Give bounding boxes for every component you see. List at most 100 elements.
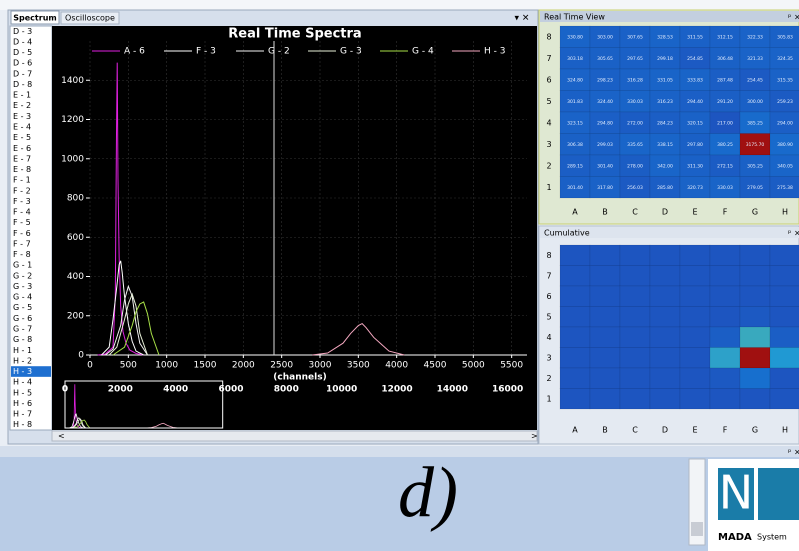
logo-mark: N bbox=[719, 466, 753, 520]
legend-label: A - 6 bbox=[124, 47, 145, 57]
heat-cell bbox=[589, 326, 621, 348]
channel-item[interactable]: F - 4 bbox=[13, 208, 31, 217]
channel-item[interactable]: H - 1 bbox=[13, 346, 32, 355]
logo-mark-box bbox=[718, 468, 754, 520]
channel-item[interactable]: E - 6 bbox=[13, 144, 31, 153]
channel-item[interactable]: G - 4 bbox=[13, 293, 32, 302]
tab[interactable] bbox=[60, 11, 120, 25]
panel-header bbox=[540, 11, 799, 22]
channel-item[interactable]: E - 4 bbox=[13, 123, 31, 132]
channel-item[interactable]: F - 1 bbox=[13, 176, 31, 185]
cell-label: 380.25 bbox=[717, 142, 733, 148]
channel-item[interactable]: H - 4 bbox=[13, 378, 32, 387]
channel-item[interactable]: G - 5 bbox=[13, 303, 32, 312]
dock-menu-button[interactable]: ▾ ✕ bbox=[515, 14, 530, 24]
scroll-arrow[interactable]: > bbox=[531, 432, 538, 441]
heat-cell bbox=[769, 367, 799, 389]
channel-item[interactable]: G - 6 bbox=[13, 314, 32, 323]
channel-item[interactable]: H - 3 bbox=[13, 367, 32, 376]
legend-label: G - 3 bbox=[340, 47, 362, 57]
channel-item[interactable]: H - 7 bbox=[13, 410, 32, 419]
channel-item[interactable]: G - 3 bbox=[13, 282, 32, 291]
channel-item[interactable]: G - 7 bbox=[13, 325, 32, 334]
cell-label: 272.00 bbox=[627, 120, 643, 126]
cell-label: 321.33 bbox=[747, 56, 763, 62]
channel-item[interactable]: G - 1 bbox=[13, 261, 32, 270]
overview-tick-label: 10000 bbox=[326, 385, 357, 395]
channel-item[interactable]: E - 5 bbox=[13, 133, 31, 142]
heat-cell bbox=[709, 306, 741, 328]
heat-cell bbox=[679, 306, 711, 328]
cell-label: 315.35 bbox=[777, 77, 793, 83]
row-label: 3 bbox=[546, 140, 551, 149]
channel-item[interactable]: E - 1 bbox=[13, 91, 31, 100]
tab-label[interactable]: Spectrum bbox=[13, 14, 56, 23]
channel-item[interactable]: D - 6 bbox=[13, 59, 32, 68]
heat-cell bbox=[589, 347, 621, 369]
channel-item[interactable]: F - 3 bbox=[13, 197, 31, 206]
heat-cell bbox=[619, 388, 651, 410]
cell-label: 317.80 bbox=[597, 185, 613, 191]
channel-item[interactable]: F - 6 bbox=[13, 229, 31, 238]
cell-label: 284.23 bbox=[657, 120, 673, 126]
cell-label: 316.28 bbox=[627, 77, 643, 83]
cell-label: 324.40 bbox=[597, 99, 613, 105]
x-tick-label: 3500 bbox=[347, 361, 370, 371]
heat-cell bbox=[619, 306, 651, 328]
scroll-thumb[interactable] bbox=[691, 522, 703, 536]
cell-label: 297.65 bbox=[627, 56, 643, 62]
scroll-arrow[interactable]: < bbox=[58, 432, 65, 441]
heat-cell bbox=[739, 388, 771, 410]
cell-label: 294.00 bbox=[777, 120, 793, 126]
cell-label: 298.23 bbox=[597, 77, 613, 83]
overview-selection[interactable] bbox=[64, 380, 224, 429]
heat-cell bbox=[709, 388, 741, 410]
cell-label: 322.33 bbox=[747, 34, 763, 40]
cell-label: 254.85 bbox=[687, 56, 703, 62]
channel-item[interactable]: H - 5 bbox=[13, 388, 32, 397]
channel-item[interactable]: D - 8 bbox=[13, 80, 32, 89]
channel-item[interactable]: F - 7 bbox=[13, 239, 31, 248]
h-scrollbar[interactable] bbox=[51, 430, 538, 442]
channel-item[interactable]: G - 2 bbox=[13, 271, 32, 280]
channel-item[interactable]: E - 2 bbox=[13, 101, 31, 110]
heat-cell bbox=[649, 265, 681, 287]
tab-label[interactable]: Oscilloscope bbox=[65, 14, 115, 23]
channel-item[interactable]: F - 5 bbox=[13, 218, 31, 227]
channel-item[interactable]: D - 4 bbox=[13, 37, 32, 46]
heat-cell bbox=[589, 367, 621, 389]
heat-cell bbox=[709, 265, 741, 287]
cell-label: 311.55 bbox=[687, 34, 703, 40]
channel-item[interactable]: E - 3 bbox=[13, 112, 31, 121]
heat-cell bbox=[619, 367, 651, 389]
pin-icon[interactable]: ᵖ × bbox=[788, 448, 799, 457]
column-label: E bbox=[692, 426, 697, 435]
logo-brand: MADA bbox=[718, 532, 752, 543]
cell-label: 330.03 bbox=[627, 99, 643, 105]
cell-label: 278.00 bbox=[627, 163, 643, 169]
channel-item[interactable]: F - 2 bbox=[13, 186, 31, 195]
heat-cell bbox=[769, 326, 799, 348]
cell-label: 259.23 bbox=[777, 99, 793, 105]
column-label: F bbox=[723, 208, 728, 217]
panel-title: Cumulative bbox=[544, 229, 590, 238]
x-tick-label: 500 bbox=[120, 361, 137, 371]
channel-item[interactable]: F - 8 bbox=[13, 250, 31, 259]
channel-item[interactable]: H - 8 bbox=[13, 420, 32, 429]
row-label: 7 bbox=[546, 54, 551, 63]
column-label: E bbox=[692, 208, 697, 217]
channel-item[interactable]: G - 8 bbox=[13, 335, 32, 344]
heat-cell bbox=[649, 326, 681, 348]
tab[interactable] bbox=[10, 10, 60, 25]
pin-icon[interactable]: ᵖ × bbox=[788, 13, 799, 22]
channel-item[interactable]: D - 7 bbox=[13, 69, 32, 78]
channel-item[interactable]: H - 6 bbox=[13, 399, 32, 408]
channel-item[interactable]: D - 3 bbox=[13, 27, 32, 36]
channel-item[interactable]: E - 8 bbox=[13, 165, 31, 174]
channel-item[interactable]: E - 7 bbox=[13, 154, 31, 163]
pin-icon[interactable]: ᵖ × bbox=[788, 229, 799, 238]
heat-cell bbox=[679, 265, 711, 287]
channel-item[interactable]: H - 2 bbox=[13, 356, 32, 365]
channel-item[interactable]: D - 5 bbox=[13, 48, 32, 57]
heat-cell bbox=[769, 306, 799, 328]
